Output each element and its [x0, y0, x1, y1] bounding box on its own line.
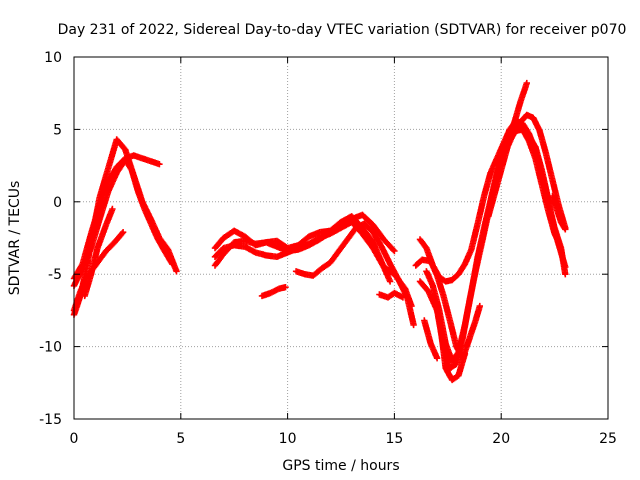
- data-point: [156, 161, 163, 168]
- data-point: [523, 79, 530, 87]
- x-tick-label: 5: [176, 431, 185, 447]
- y-tick-label: 5: [53, 122, 62, 138]
- data-point: [119, 229, 127, 236]
- series-arc-16: [421, 317, 441, 362]
- x-tick-label: 10: [279, 431, 297, 447]
- data-point: [173, 268, 180, 275]
- y-tick-label: 10: [44, 50, 62, 66]
- data-point: [169, 260, 176, 268]
- data-point: [433, 355, 441, 362]
- series-arc-15: [429, 292, 469, 384]
- data-point: [562, 226, 569, 233]
- series-arc-3: [70, 156, 176, 289]
- data-point: [562, 271, 569, 278]
- chart-title: Day 231 of 2022, Sidereal Day-to-day VTE…: [58, 22, 627, 38]
- data-point: [119, 230, 126, 237]
- plot-frame: [73, 56, 609, 420]
- y-tick-label: 0: [53, 195, 62, 211]
- x-tick-label: 25: [599, 431, 617, 447]
- series-arc-9: [258, 284, 289, 300]
- series-arc-10: [292, 220, 417, 329]
- data-point: [282, 284, 289, 291]
- data-point: [399, 294, 407, 301]
- series-arc-5: [81, 205, 116, 300]
- data-point: [386, 278, 394, 285]
- y-tick-label: -10: [39, 340, 62, 356]
- series-arc-19: [519, 126, 569, 271]
- data-point: [562, 263, 569, 271]
- data-point: [391, 247, 398, 255]
- x-tick-label: 20: [492, 431, 510, 447]
- axis-ticks: 0 5 10 15 20 25 -15 -10 -5 0 5 10: [39, 50, 617, 447]
- y-tick-label: -5: [48, 267, 62, 283]
- data-point: [461, 350, 469, 357]
- data-point: [109, 205, 116, 213]
- y-tick-label: -15: [39, 412, 62, 428]
- data-point: [476, 302, 483, 310]
- x-axis-label: GPS time / hours: [282, 458, 399, 474]
- series-arc-11: [376, 289, 407, 301]
- data-point: [410, 321, 417, 329]
- y-axis-label: SDTVAR / TECUs: [7, 181, 23, 296]
- series-arc-8: [211, 211, 398, 269]
- data-point: [390, 246, 397, 254]
- x-tick-label: 0: [70, 431, 79, 447]
- x-tick-label: 15: [385, 431, 403, 447]
- plot-area: [70, 79, 569, 384]
- series-arc-20: [549, 192, 569, 233]
